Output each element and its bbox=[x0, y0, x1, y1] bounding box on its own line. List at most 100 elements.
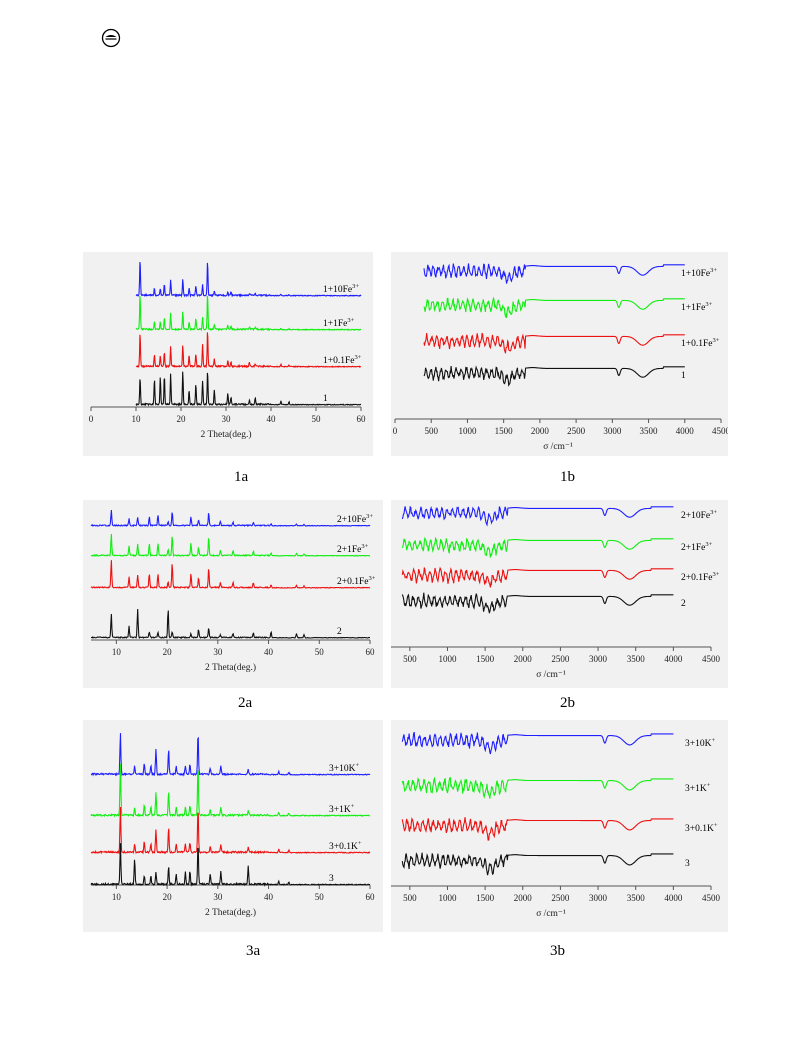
x-tick-label: 1500 bbox=[476, 893, 495, 903]
series-line-0 bbox=[90, 733, 371, 777]
x-tick-label: 0 bbox=[393, 426, 398, 436]
series-line-3 bbox=[401, 592, 674, 614]
x-axis-title: σ /cm⁻¹ bbox=[536, 670, 566, 680]
series-label: 2 bbox=[337, 627, 342, 637]
x-tick-label: 20 bbox=[163, 647, 173, 657]
x-tick-label: 4000 bbox=[664, 654, 683, 664]
x-tick-label: 50 bbox=[315, 647, 325, 657]
x-tick-label: 3500 bbox=[627, 893, 646, 903]
x-tick-label: 0 bbox=[89, 414, 94, 424]
series-label: 3 bbox=[329, 874, 334, 884]
x-tick-label: 1000 bbox=[458, 426, 477, 436]
x-tick-label: 40 bbox=[264, 647, 274, 657]
series-label: 1+1Fe3+ bbox=[681, 301, 713, 313]
chart-2b-panel: 500 1000 1500 2000 2500 3000 3500 4000 4500 σ /cm… bbox=[391, 500, 728, 688]
x-tick-label: 10 bbox=[112, 647, 122, 657]
x-tick-label: 3500 bbox=[640, 426, 659, 436]
caption-1a: 1a bbox=[234, 469, 249, 485]
series-label: 1+10Fe3+ bbox=[681, 267, 717, 279]
x-tick-label: 40 bbox=[267, 414, 277, 424]
series-label: 1+0.1Fe3+ bbox=[681, 337, 720, 349]
x-tick-label: 3500 bbox=[627, 654, 646, 664]
series-label: 2+10Fe3+ bbox=[681, 509, 717, 521]
x-tick-label: 40 bbox=[264, 892, 274, 902]
series-label: 1 bbox=[681, 371, 686, 381]
x-tick-label: 1500 bbox=[495, 426, 514, 436]
series-label: 2+1Fe3+ bbox=[681, 541, 713, 553]
series-label: 3+10K+ bbox=[685, 737, 715, 749]
x-tick-label: 4500 bbox=[702, 893, 721, 903]
caption-2a: 2a bbox=[238, 695, 253, 711]
series-line-1 bbox=[423, 296, 685, 319]
series-line-2 bbox=[423, 332, 685, 354]
series-label: 1 bbox=[323, 394, 328, 404]
x-tick-label: 10 bbox=[132, 414, 142, 424]
printer-icon bbox=[101, 28, 121, 48]
series-label: 1+0.1Fe3+ bbox=[323, 354, 362, 366]
chart-1a: 0 10 20 30 40 50 60 2 Theta(deg.) 1+10Fe3+ 1+1Fe3… bbox=[89, 261, 367, 440]
series-label: 2 bbox=[681, 599, 686, 609]
x-tick-label: 2000 bbox=[531, 426, 550, 436]
series-label: 1+1Fe3+ bbox=[323, 317, 355, 329]
series-label: 2+0.1Fe3+ bbox=[681, 571, 720, 583]
chart-2a-panel: 10 20 30 40 50 60 2 Theta(deg.) 2+10Fe3+ 2+1Fe3+… bbox=[83, 500, 383, 688]
x-tick-label: 50 bbox=[315, 892, 325, 902]
x-tick-label: 500 bbox=[403, 893, 417, 903]
series-label: 3+10K+ bbox=[329, 762, 359, 774]
series-line-3 bbox=[401, 852, 674, 876]
x-axis-title: σ /cm⁻¹ bbox=[536, 909, 566, 919]
x-axis-title: 2 Theta(deg.) bbox=[205, 662, 256, 673]
series-line-2 bbox=[90, 560, 371, 590]
series-line-3 bbox=[423, 365, 685, 387]
series-line-1 bbox=[401, 536, 674, 558]
series-line-2 bbox=[135, 332, 362, 369]
series-line-0 bbox=[135, 261, 362, 298]
series-label: 3 bbox=[685, 859, 690, 869]
x-tick-label: 3000 bbox=[589, 893, 608, 903]
series-label: 3+1K+ bbox=[685, 782, 711, 794]
x-tick-label: 4500 bbox=[712, 426, 728, 436]
x-tick-label: 20 bbox=[163, 892, 173, 902]
series-line-0 bbox=[423, 263, 685, 284]
chart-3a-panel: 10 20 30 40 50 60 2 Theta(deg.) 3+10K+ 3+1K+ 3+0.… bbox=[83, 720, 383, 932]
chart-3b: 500 1000 1500 2000 2500 3000 3500 4000 4500 σ /cm… bbox=[391, 731, 721, 919]
x-tick-label: 50 bbox=[312, 414, 322, 424]
caption-3a: 3a bbox=[246, 943, 261, 959]
x-tick-label: 1000 bbox=[438, 893, 457, 903]
x-axis-title: σ /cm⁻¹ bbox=[543, 442, 573, 452]
x-tick-label: 20 bbox=[177, 414, 187, 424]
series-line-3 bbox=[135, 371, 362, 407]
series-line-2 bbox=[401, 817, 674, 841]
x-tick-label: 4500 bbox=[702, 654, 721, 664]
chart-1a-panel: 0 10 20 30 40 50 60 2 Theta(deg.) 1+10Fe3+ 1+1Fe3… bbox=[83, 252, 373, 456]
series-label: 1+10Fe3+ bbox=[323, 283, 359, 295]
x-tick-label: 3000 bbox=[603, 426, 622, 436]
x-tick-label: 30 bbox=[222, 414, 232, 424]
series-line-1 bbox=[401, 776, 674, 799]
x-tick-label: 60 bbox=[357, 414, 367, 424]
x-tick-label: 30 bbox=[213, 647, 223, 657]
x-tick-label: 4000 bbox=[676, 426, 695, 436]
x-tick-label: 2000 bbox=[514, 654, 533, 664]
x-tick-label: 2500 bbox=[551, 893, 570, 903]
series-line-2 bbox=[401, 566, 674, 588]
series-line-0 bbox=[90, 509, 371, 528]
x-tick-label: 1000 bbox=[438, 654, 457, 664]
series-line-1 bbox=[90, 533, 371, 558]
chart-1b: 0 500 1000 1500 2000 2500 3000 3500 4000 4500 σ /c… bbox=[393, 263, 728, 452]
caption-3b: 3b bbox=[550, 943, 565, 959]
x-tick-label: 500 bbox=[403, 654, 417, 664]
series-label: 2+1Fe3+ bbox=[337, 543, 369, 555]
x-axis-title: 2 Theta(deg.) bbox=[201, 429, 252, 440]
series-label: 3+0.1K+ bbox=[329, 840, 362, 852]
x-tick-label: 60 bbox=[366, 892, 376, 902]
caption-1b: 1b bbox=[560, 469, 575, 485]
x-tick-label: 4000 bbox=[664, 893, 683, 903]
x-tick-label: 60 bbox=[366, 647, 376, 657]
series-line-3 bbox=[90, 843, 371, 887]
x-tick-label: 2500 bbox=[551, 654, 570, 664]
series-label: 2+0.1Fe3+ bbox=[337, 575, 376, 587]
chart-1b-panel: 0 500 1000 1500 2000 2500 3000 3500 4000 4500 σ /c… bbox=[391, 252, 728, 456]
series-line-3 bbox=[91, 608, 370, 640]
series-label: 3+1K+ bbox=[329, 803, 355, 815]
